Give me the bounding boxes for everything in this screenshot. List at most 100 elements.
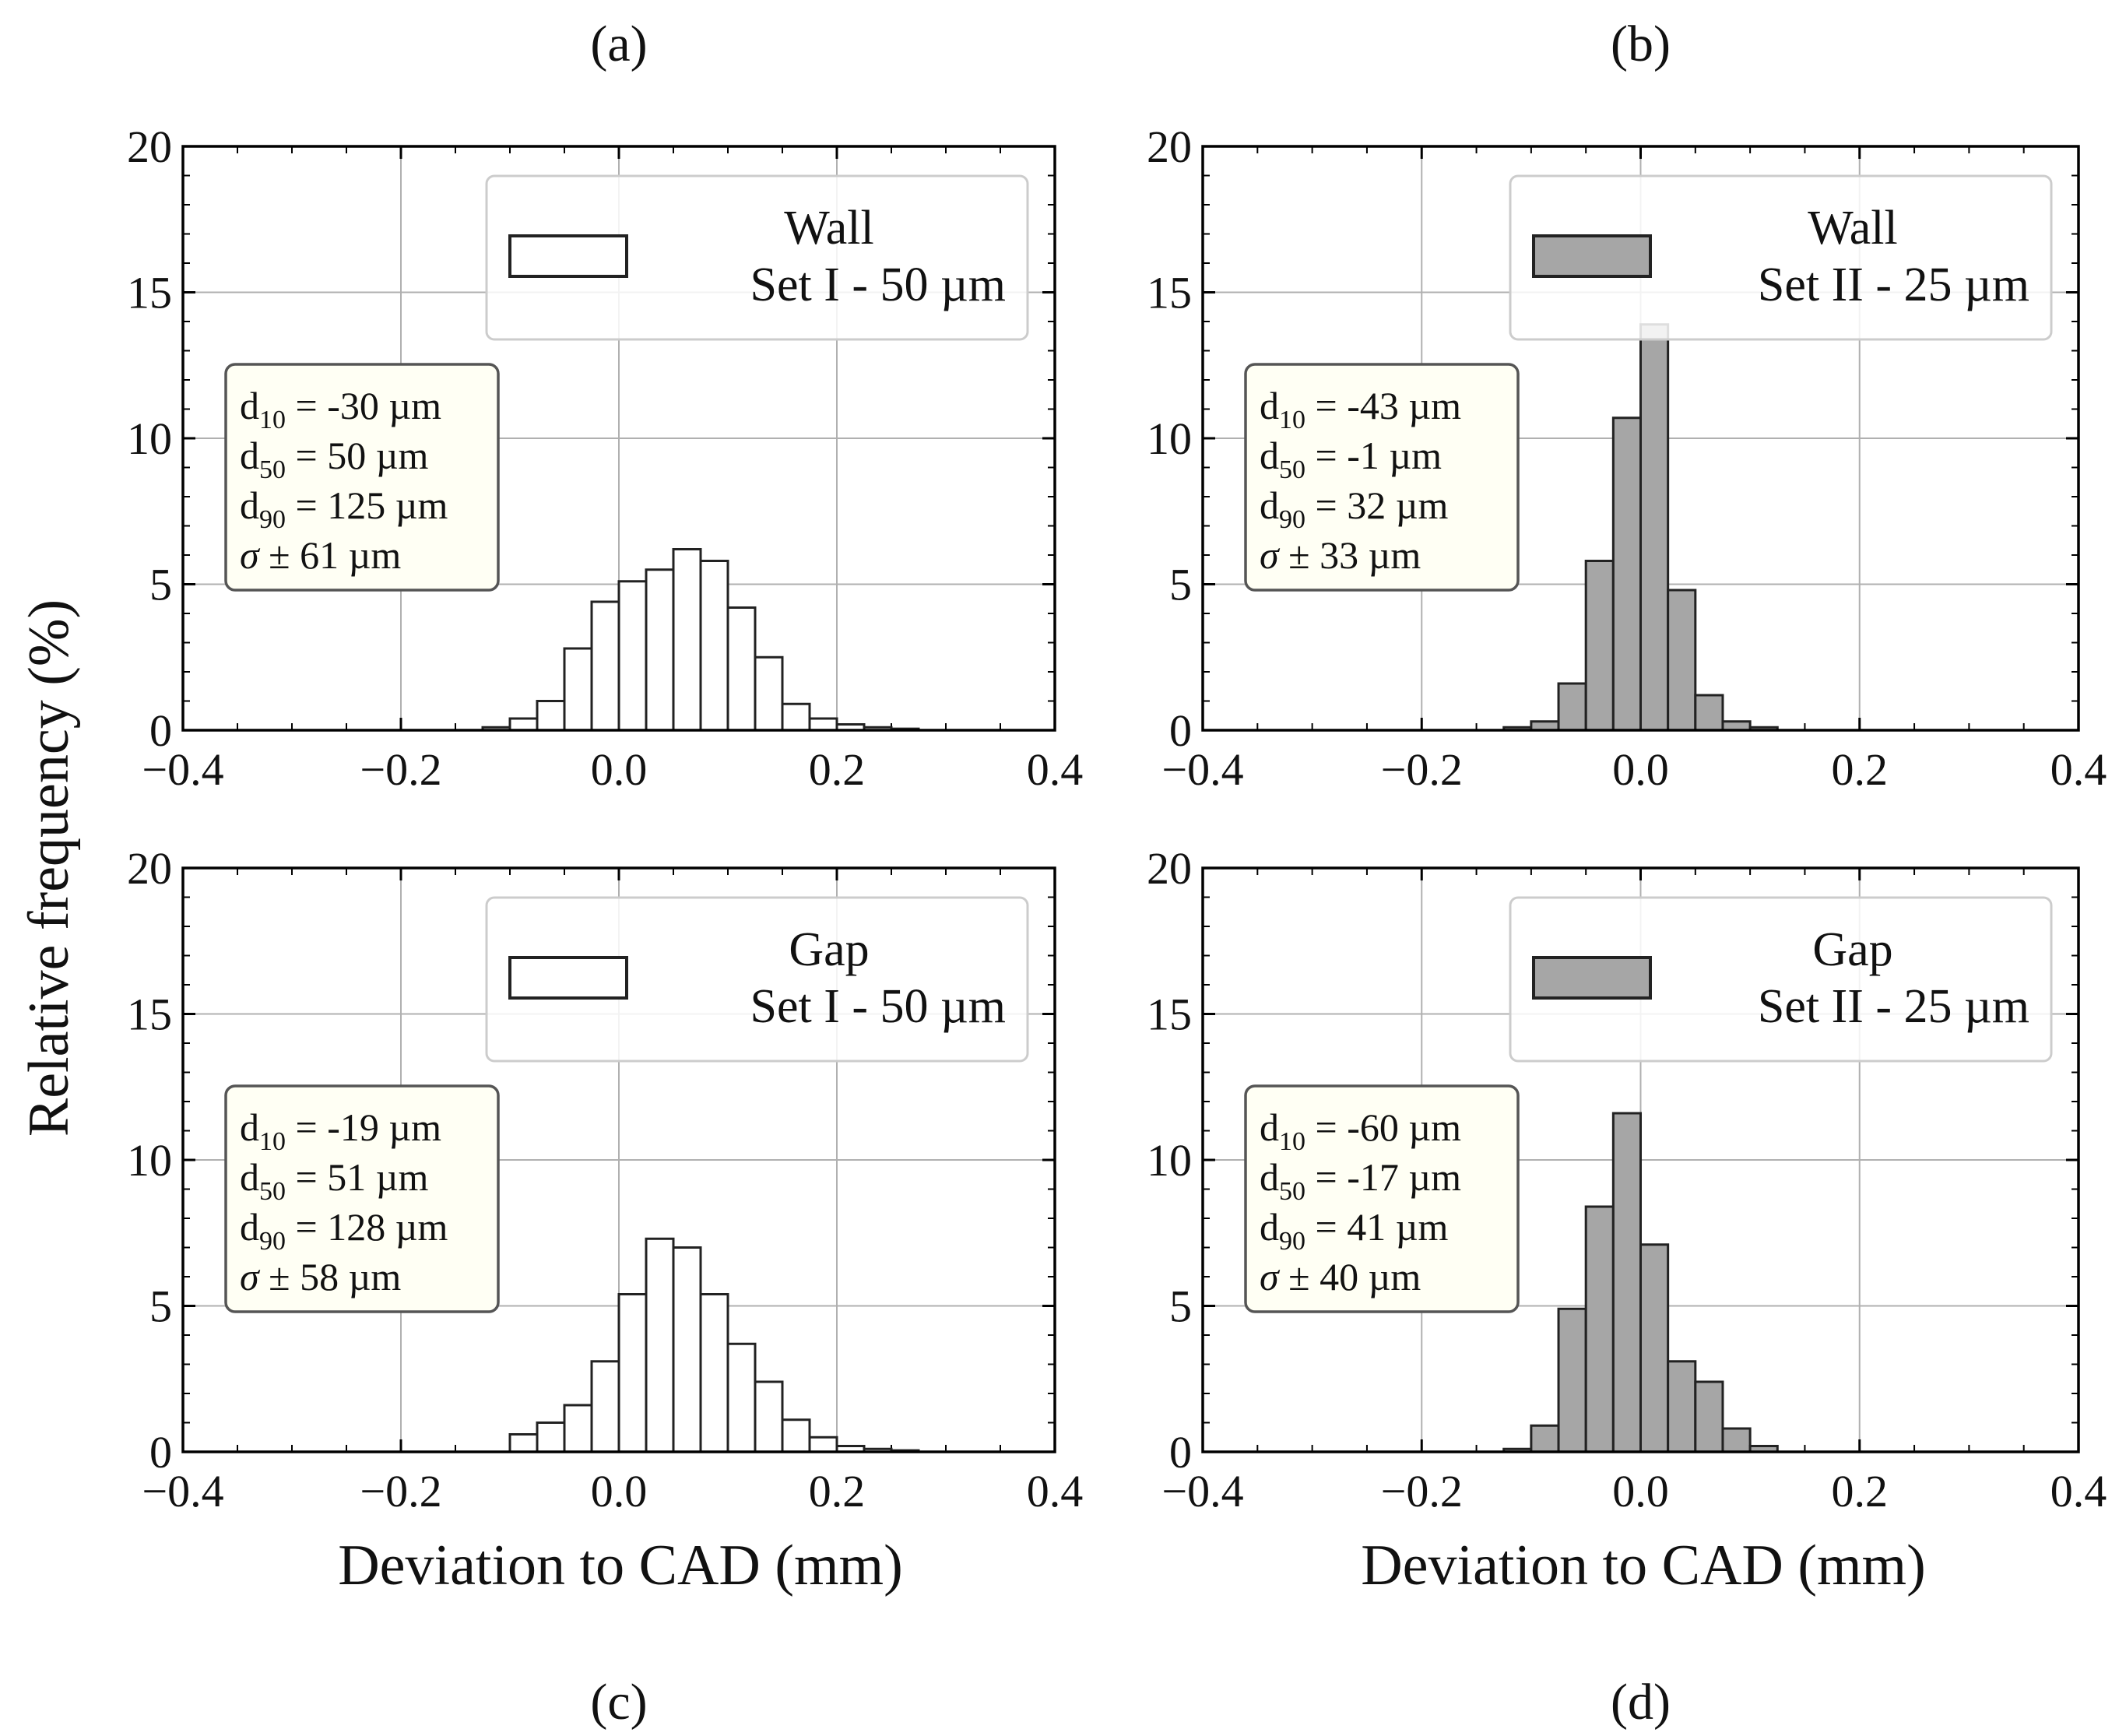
legend-line-2: Set I - 50 µm bbox=[750, 258, 1006, 311]
legend-swatch bbox=[1532, 234, 1652, 278]
legend-box bbox=[485, 896, 1029, 1063]
stats-row-sigma: σ ± 33 µm bbox=[1260, 533, 1421, 577]
histogram-bar bbox=[617, 580, 648, 732]
stats-row: d10 = -30 µm bbox=[240, 384, 441, 434]
axes-frame bbox=[1201, 866, 2080, 1453]
histogram-bar bbox=[808, 1436, 838, 1453]
x-tick-label: 0.4 bbox=[1027, 744, 1084, 795]
x-tick-label: −0.2 bbox=[360, 744, 441, 795]
y-tick-label: 15 bbox=[1147, 268, 1192, 318]
histogram-bar bbox=[754, 1380, 784, 1453]
histogram-bar bbox=[699, 560, 729, 732]
histogram-bar bbox=[1639, 1243, 1670, 1453]
stats-value: ± 33 µm bbox=[1279, 533, 1421, 577]
sigma-symbol: σ bbox=[1260, 1255, 1281, 1298]
histogram-bar bbox=[1584, 1205, 1615, 1453]
y-tick-label: 20 bbox=[1147, 843, 1192, 894]
stats-symbol: d bbox=[240, 1105, 259, 1149]
y-tick-label: 10 bbox=[127, 1135, 172, 1186]
x-axis-label-left: Deviation to CAD (mm) bbox=[338, 1534, 903, 1597]
y-tick-label: 5 bbox=[149, 1281, 172, 1332]
stats-subscript: 50 bbox=[1279, 1177, 1305, 1206]
y-tick-label: 0 bbox=[149, 1427, 172, 1478]
x-tick-label: −0.4 bbox=[142, 1466, 223, 1516]
stats-box bbox=[1244, 1084, 1520, 1313]
stats-row: d50 = -1 µm bbox=[1260, 434, 1442, 484]
stats-subscript: 10 bbox=[259, 1127, 286, 1156]
stats-box bbox=[224, 363, 500, 592]
stats-subscript: 90 bbox=[259, 1227, 286, 1256]
legend-line-1: Gap bbox=[789, 923, 869, 976]
stats-row: d10 = -60 µm bbox=[1260, 1105, 1461, 1156]
x-tick-label: −0.2 bbox=[360, 1466, 441, 1516]
x-tick-label: 0.0 bbox=[1612, 1466, 1669, 1516]
y-tick-label: 10 bbox=[1147, 1135, 1192, 1186]
x-axis-label-right: Deviation to CAD (mm) bbox=[1361, 1534, 1926, 1597]
legend-box bbox=[1509, 174, 2053, 341]
stats-symbol: d bbox=[1260, 483, 1279, 527]
stats-subscript: 50 bbox=[1279, 455, 1305, 484]
stats-value: = -19 µm bbox=[286, 1105, 441, 1149]
legend-swatch bbox=[1532, 956, 1652, 1000]
x-tick-label: 0.4 bbox=[2050, 1466, 2107, 1516]
y-tick-label: 0 bbox=[149, 705, 172, 756]
stats-symbol: d bbox=[1260, 1105, 1279, 1149]
stats-symbol: d bbox=[240, 384, 259, 427]
histogram-bar bbox=[1639, 323, 1670, 732]
histogram-bar bbox=[781, 1418, 811, 1453]
histogram-bar bbox=[1694, 694, 1724, 732]
panel-label: (d) bbox=[1611, 1674, 1671, 1731]
x-tick-label: 0.2 bbox=[1832, 744, 1889, 795]
legend-line-1: Wall bbox=[1808, 202, 1898, 255]
stats-symbol: d bbox=[1260, 1205, 1279, 1249]
stats-value: = -1 µm bbox=[1305, 434, 1442, 477]
stats-row: d90 = 125 µm bbox=[240, 483, 448, 534]
x-tick-label: 0.4 bbox=[2050, 744, 2107, 795]
stats-value: = -60 µm bbox=[1305, 1105, 1461, 1149]
histogram-bar bbox=[563, 1404, 593, 1453]
y-tick-label: 20 bbox=[1147, 121, 1192, 172]
stats-row: d50 = 50 µm bbox=[240, 434, 429, 484]
stats-value: ± 40 µm bbox=[1279, 1255, 1421, 1298]
stats-value: = 51 µm bbox=[286, 1155, 429, 1199]
stats-row: d90 = 32 µm bbox=[1260, 483, 1449, 534]
stats-value: ± 58 µm bbox=[259, 1255, 402, 1298]
axes-frame bbox=[1201, 145, 2080, 732]
legend-box bbox=[1509, 896, 2053, 1063]
x-tick-label: 0.4 bbox=[1027, 1466, 1084, 1516]
axes-frame bbox=[181, 145, 1056, 732]
panel-label: (c) bbox=[590, 1674, 647, 1731]
stats-value: = 50 µm bbox=[286, 434, 429, 477]
y-tick-label: 0 bbox=[1169, 1427, 1192, 1478]
y-tick-label: 20 bbox=[127, 121, 172, 172]
stats-row: d10 = -19 µm bbox=[240, 1105, 441, 1156]
stats-subscript: 90 bbox=[1279, 1227, 1305, 1256]
histogram-bar bbox=[1530, 1424, 1560, 1453]
histogram-bar bbox=[726, 1342, 757, 1453]
y-tick-label: 10 bbox=[1147, 413, 1192, 464]
axes-frame bbox=[181, 866, 1056, 1453]
legend-line-2: Set II - 25 µm bbox=[1758, 980, 2029, 1033]
histogram-bar bbox=[1557, 1307, 1587, 1453]
stats-value: = 128 µm bbox=[286, 1205, 448, 1249]
x-tick-label: 0.2 bbox=[1832, 1466, 1889, 1516]
stats-symbol: d bbox=[240, 434, 259, 477]
stats-row: d50 = -17 µm bbox=[1260, 1155, 1461, 1206]
histogram-bar bbox=[617, 1293, 648, 1453]
stats-subscript: 90 bbox=[1279, 505, 1305, 534]
x-tick-label: 0.0 bbox=[591, 1466, 648, 1516]
stats-subscript: 10 bbox=[1279, 1127, 1305, 1156]
stats-subscript: 50 bbox=[259, 455, 286, 484]
histogram-bar bbox=[672, 1246, 702, 1453]
stats-value: = -30 µm bbox=[286, 384, 441, 427]
sigma-symbol: σ bbox=[240, 533, 261, 577]
y-tick-label: 20 bbox=[127, 843, 172, 894]
histogram-bar bbox=[808, 717, 838, 732]
histogram-bar bbox=[781, 702, 811, 732]
legend-box bbox=[485, 174, 1029, 341]
x-tick-label: −0.4 bbox=[1161, 1466, 1243, 1516]
panel-label: (b) bbox=[1611, 16, 1671, 72]
stats-symbol: d bbox=[1260, 1155, 1279, 1199]
